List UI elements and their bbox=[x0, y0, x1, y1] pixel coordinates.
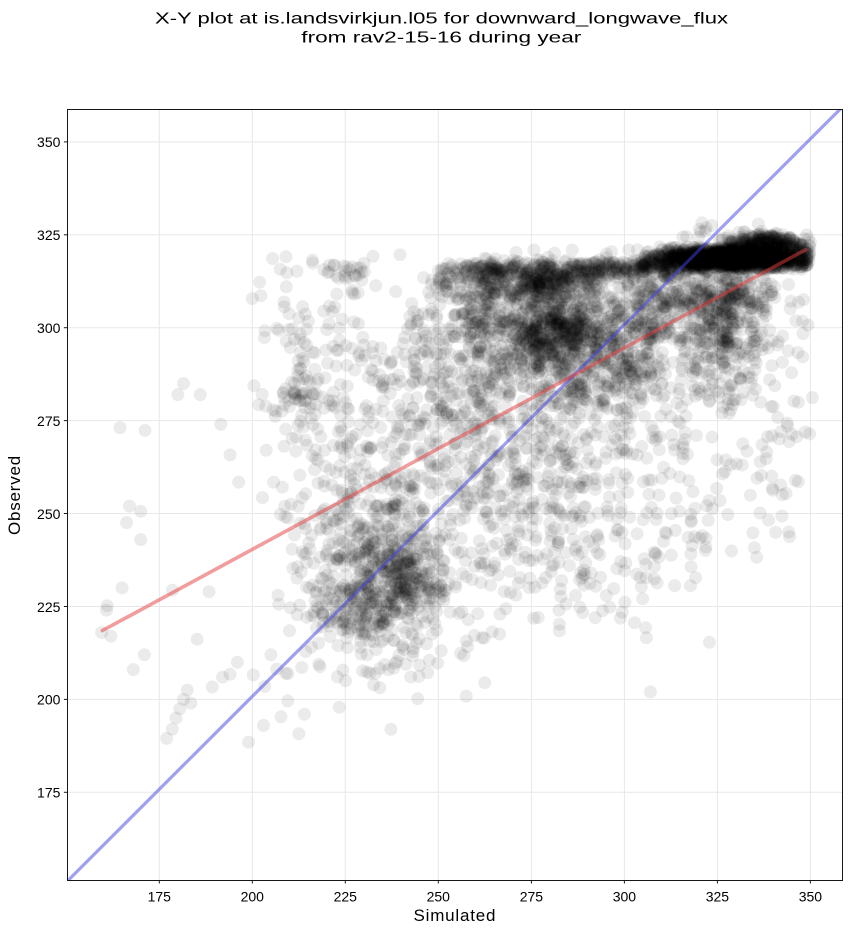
svg-text:from rav2-15-16 during year: from rav2-15-16 during year bbox=[301, 29, 582, 46]
svg-text:X-Y plot at is.landsvirkjun.l0: X-Y plot at is.landsvirkjun.l05 for down… bbox=[155, 10, 728, 27]
